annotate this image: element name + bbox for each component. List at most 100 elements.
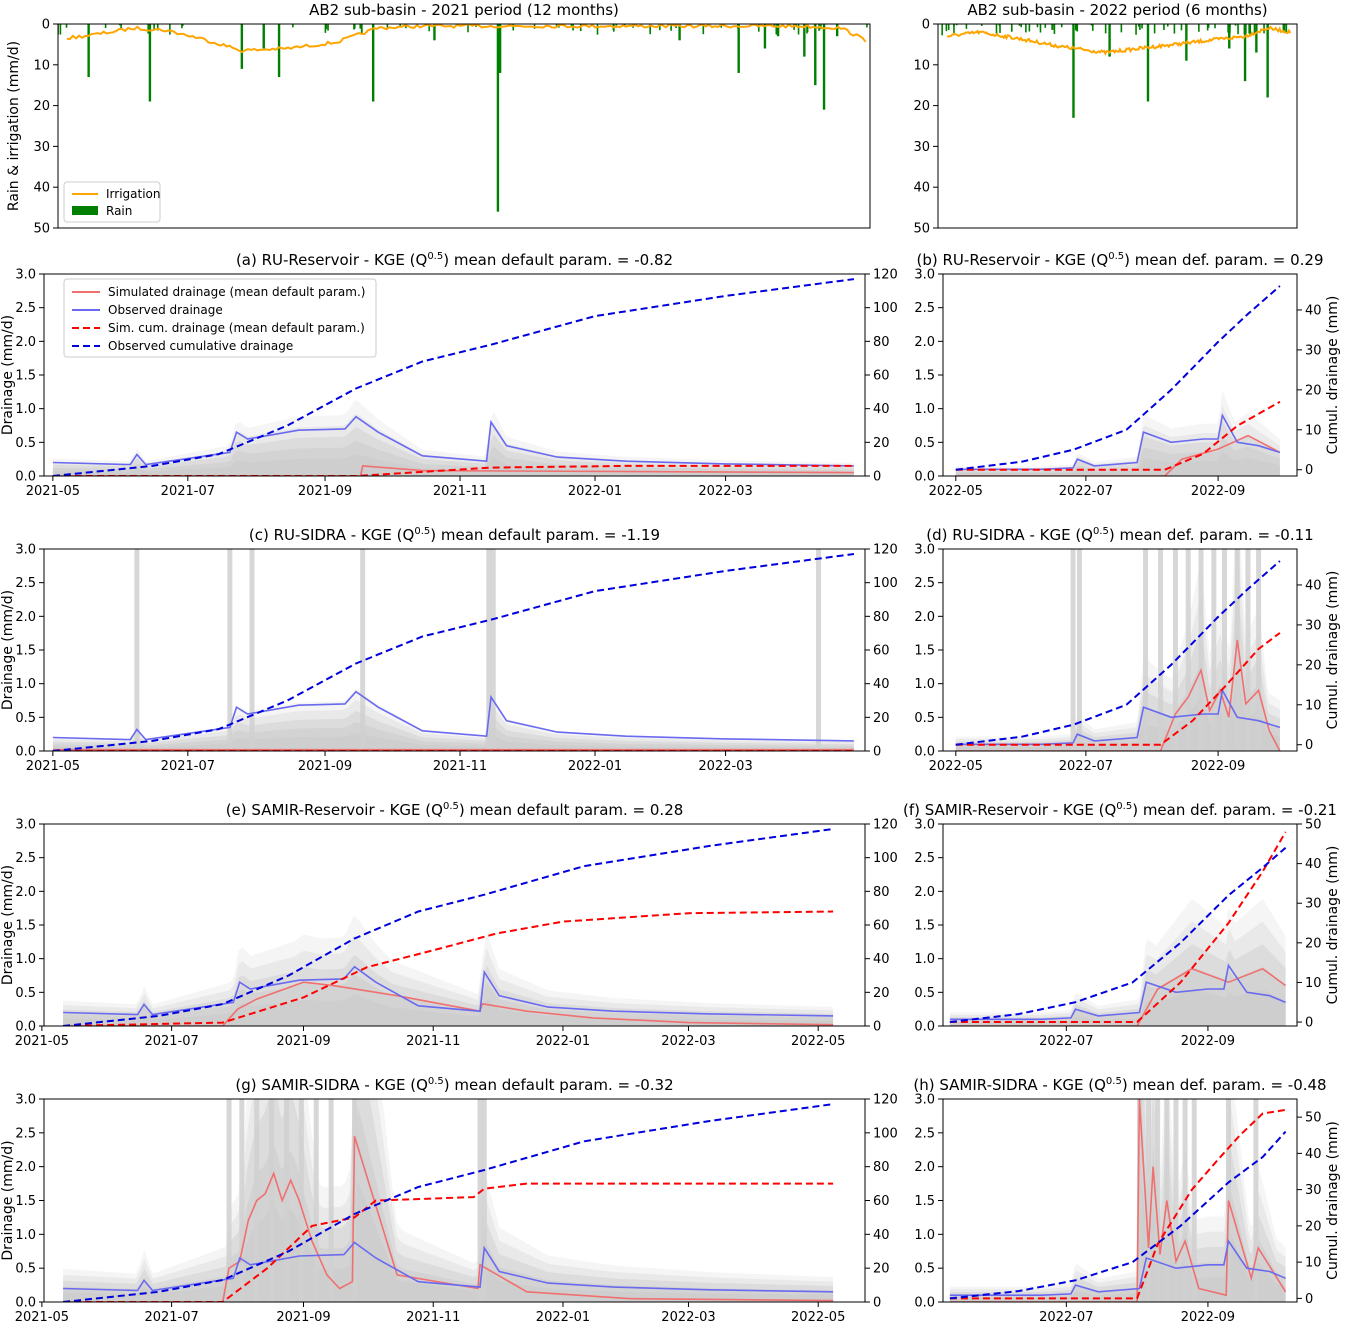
y2-tick-label: 30 xyxy=(1305,618,1322,633)
x-tick-label: 2022-07 xyxy=(1039,1034,1093,1049)
y2-tick-label: 0 xyxy=(1305,738,1313,753)
irrigation-line xyxy=(946,25,1292,56)
ensemble-spike xyxy=(1173,1099,1179,1302)
observed-line xyxy=(63,965,834,1017)
rain-bar xyxy=(1020,24,1023,28)
panel-b: 0 10 20 30 40 Cumul. drainage (mm) 2022-05 2022… xyxy=(914,251,1341,499)
rain-bar xyxy=(1283,24,1286,34)
y-tick-label: 1.0 xyxy=(914,952,935,967)
rain-bar xyxy=(776,24,780,37)
rain-bar xyxy=(467,24,469,33)
rain-bar xyxy=(596,24,599,35)
y-tick-label: 10 xyxy=(33,58,50,73)
rain-bar xyxy=(240,24,244,69)
legend-label: Simulated drainage (mean default param.) xyxy=(108,285,365,299)
y-tick-label: 3.0 xyxy=(15,543,36,558)
rain-bar xyxy=(1255,24,1258,53)
obs-cum-line xyxy=(949,1130,1287,1300)
x-tick-label: 2021-05 xyxy=(15,1034,69,1049)
rain-bar xyxy=(148,24,152,102)
y-tick-label: 40 xyxy=(33,181,50,196)
rain-bar xyxy=(795,24,797,26)
axes-frame xyxy=(57,23,871,229)
rain-bar xyxy=(803,24,806,57)
x-tick-label: 2022-05 xyxy=(791,1310,845,1325)
y2-tick-label: 40 xyxy=(873,677,890,692)
rain-bar xyxy=(359,24,362,29)
ensemble-spike xyxy=(134,549,140,751)
ensemble-spike xyxy=(1234,549,1240,751)
ensemble-spike xyxy=(490,549,496,751)
rain-bar xyxy=(995,24,998,34)
ensemble-layer xyxy=(949,1099,1286,1302)
simulated-line xyxy=(949,1099,1287,1302)
x-tick-label: 2022-09 xyxy=(1191,484,1245,499)
ensemble-layer xyxy=(949,989,1286,1026)
plot-area xyxy=(949,831,1287,1026)
obs-cum-line xyxy=(62,828,834,1026)
panel-rain-2021: 0 10 20 30 40 50 Rain & irrigation (mm/d) AB2 s… xyxy=(6,1,871,237)
rain-bar xyxy=(1229,24,1231,28)
panel-a: 0 20 40 60 80 100 120 2021-05 2021-07 2021-09 2021… xyxy=(0,251,898,499)
rain-bar xyxy=(1207,24,1210,28)
legend-rain-swatch xyxy=(72,206,98,215)
y-tick-label: 10 xyxy=(913,58,930,73)
ensemble-spike xyxy=(328,1099,334,1302)
y-tick-label: 0.5 xyxy=(914,986,935,1001)
y-tick-label: 0.0 xyxy=(15,745,36,760)
axes-frame xyxy=(43,1098,866,1303)
y-tick-label: 2.5 xyxy=(914,301,935,316)
observed-line xyxy=(52,415,854,467)
ensemble-band xyxy=(949,1099,1286,1302)
y-tick-label: 0.0 xyxy=(914,745,935,760)
panel-title: (c) RU-SIDRA - KGE (Q0.5) mean default p… xyxy=(249,526,660,544)
legend: Irrigation Rain xyxy=(63,181,161,223)
panel-e: 0 20 40 60 80 100 120 2021-05 2021-07 2021-09 2021… xyxy=(0,801,898,1049)
rain-bar xyxy=(1214,24,1216,29)
plot-area xyxy=(52,278,855,476)
ensemble-layer xyxy=(949,1099,1286,1302)
sim-cum-line xyxy=(955,632,1281,746)
y-tick-label: 0.0 xyxy=(15,1296,36,1311)
y-tick-label: 0 xyxy=(922,18,930,33)
rain-bar xyxy=(353,24,355,30)
x-tick-label: 2021-07 xyxy=(161,484,215,499)
rain-bar xyxy=(1166,24,1169,27)
ensemble-spike xyxy=(1245,549,1251,751)
plot-area xyxy=(62,828,834,1026)
y-tick-label: 1.5 xyxy=(15,919,36,934)
y-tick-label: 1.5 xyxy=(914,1194,935,1209)
rain-bar xyxy=(1228,24,1231,49)
ensemble-spike xyxy=(1172,549,1178,751)
plot-area xyxy=(58,24,868,212)
rain-bar xyxy=(1266,24,1269,98)
y-tick-label: 2.5 xyxy=(15,851,36,866)
x-tick-label: 2022-05 xyxy=(929,484,983,499)
rain-bar xyxy=(181,24,184,27)
rain-bar xyxy=(1243,24,1246,35)
rain-bar xyxy=(498,24,502,73)
rain-bar xyxy=(292,24,294,28)
rain-bar xyxy=(835,24,839,37)
rain-bar xyxy=(1036,24,1039,28)
y-tick-label: 1.0 xyxy=(15,402,36,417)
y2-tick-label: 0 xyxy=(873,745,881,760)
y-tick-label: 2.0 xyxy=(914,1160,935,1175)
ensemble-spike xyxy=(352,1099,358,1302)
x-tick-label: 2021-09 xyxy=(276,1034,330,1049)
y-tick-label: 2.0 xyxy=(15,1160,36,1175)
y2-tick-label: 60 xyxy=(873,369,890,384)
y2-tick-label: 120 xyxy=(873,543,898,558)
y2-tick-label: 40 xyxy=(1305,1147,1322,1162)
ensemble-band xyxy=(52,400,854,476)
y-tick-label: 0.5 xyxy=(914,436,935,451)
ensemble-layer xyxy=(52,454,854,476)
x-tick-label: 2022-09 xyxy=(1181,1034,1235,1049)
rain-bar xyxy=(659,24,661,31)
y2-tick-label: 0 xyxy=(1305,463,1313,478)
rain-bar xyxy=(156,24,159,31)
ensemble-band xyxy=(955,549,1280,751)
axes-frame xyxy=(43,273,866,477)
rain-bar xyxy=(1108,24,1111,57)
plot-area xyxy=(949,1099,1287,1302)
